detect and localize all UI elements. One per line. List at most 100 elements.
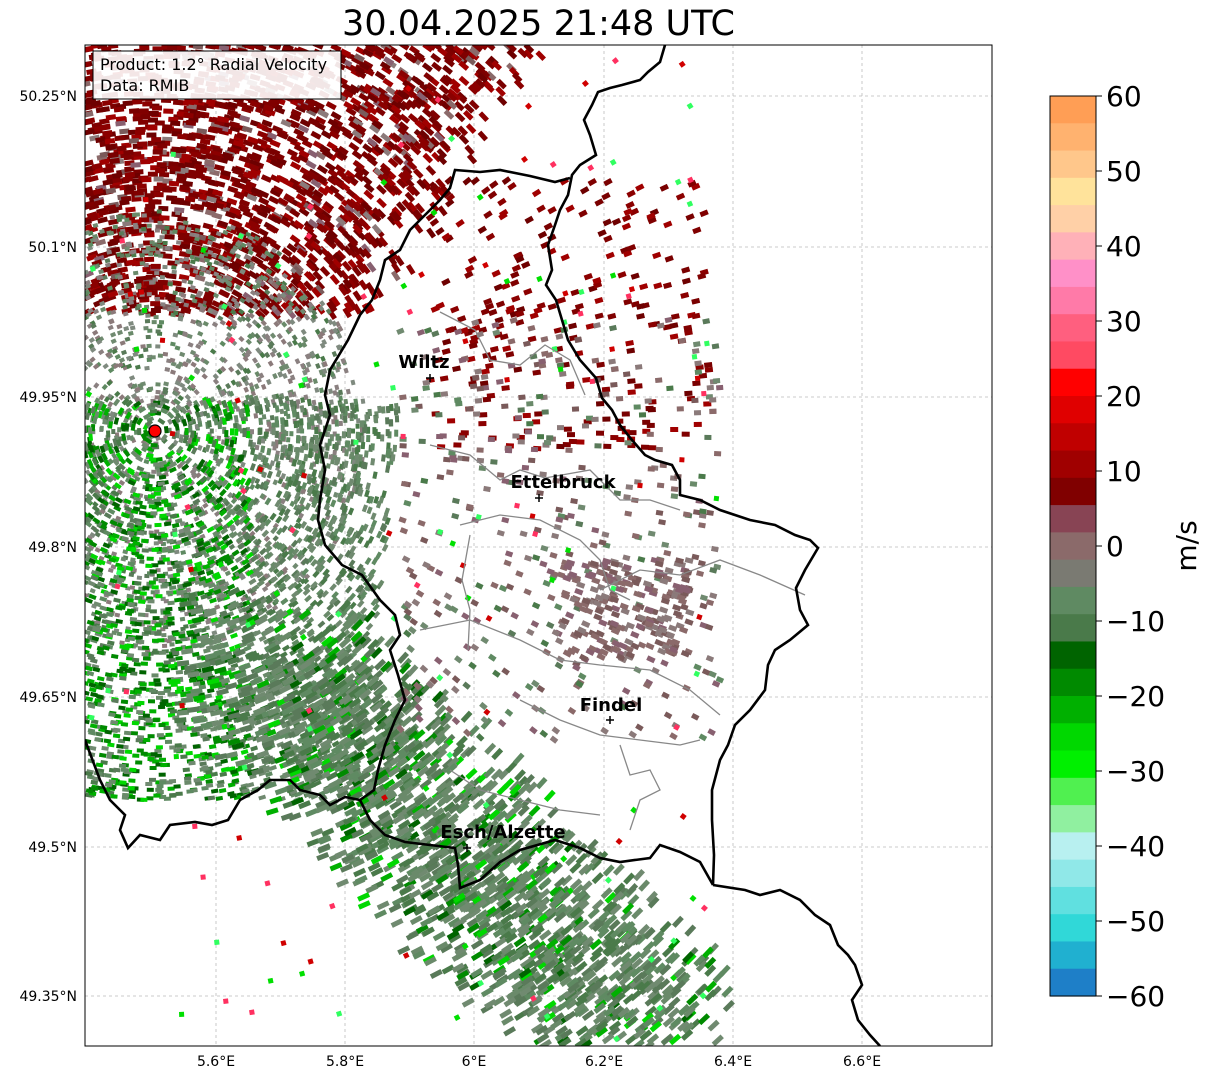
echo-pixel bbox=[507, 181, 517, 191]
echo-pixel bbox=[155, 594, 163, 599]
echo-pixel bbox=[271, 422, 276, 428]
echo-pixel bbox=[699, 209, 709, 218]
echo-pixel bbox=[139, 639, 145, 645]
echo-pixel bbox=[337, 145, 349, 156]
echo-pixel bbox=[258, 417, 264, 425]
echo-pixel bbox=[468, 99, 480, 111]
echo-pixel bbox=[239, 114, 251, 123]
echo-pixel bbox=[137, 141, 148, 147]
echo-pixel bbox=[145, 563, 153, 569]
echo-pixel bbox=[174, 345, 181, 351]
echo-pixel bbox=[151, 673, 159, 678]
echo-pixel bbox=[352, 290, 363, 302]
echo-pixel bbox=[349, 451, 355, 458]
echo-pixel bbox=[158, 320, 165, 325]
echo-pixel bbox=[566, 432, 576, 438]
echo-pixel bbox=[91, 125, 103, 133]
echo-pixel bbox=[493, 283, 504, 292]
echo-pixel bbox=[157, 143, 168, 149]
radar-echoes bbox=[85, 45, 735, 1046]
echo-pixel bbox=[85, 117, 96, 125]
echo-pixel bbox=[138, 119, 149, 125]
echo-pixel bbox=[251, 215, 263, 225]
echo-pixel bbox=[130, 557, 136, 563]
echo-pixel bbox=[319, 266, 331, 277]
echo-pixel bbox=[289, 234, 301, 245]
echo-pixel bbox=[154, 271, 160, 276]
echo-pixel bbox=[449, 83, 461, 94]
echo-pixel bbox=[260, 383, 267, 390]
echo-pixel bbox=[363, 189, 375, 200]
echo-pixel bbox=[627, 378, 636, 385]
echo-pixel bbox=[180, 549, 187, 556]
echo-pixel bbox=[211, 321, 219, 328]
echo-pixel bbox=[315, 362, 321, 370]
echo-pixel bbox=[380, 146, 392, 157]
echo-pixel bbox=[147, 474, 155, 479]
echo-pixel bbox=[292, 562, 299, 570]
echo-pixel bbox=[385, 85, 397, 96]
echo-pixel bbox=[578, 209, 588, 218]
echo-pixel bbox=[110, 331, 117, 338]
echo-pixel bbox=[334, 443, 339, 451]
echo-pixel bbox=[406, 184, 417, 196]
echo-pixel bbox=[128, 108, 140, 114]
echo-pixel bbox=[199, 761, 207, 767]
echo-pixel bbox=[458, 134, 470, 145]
echo-pixel bbox=[320, 129, 333, 140]
echo-pixel bbox=[370, 458, 376, 466]
echo-pixel bbox=[377, 236, 389, 248]
echo-pixel bbox=[669, 333, 679, 340]
echo-pixel bbox=[119, 640, 125, 646]
echo-pixel bbox=[149, 709, 157, 714]
echo-pixel bbox=[647, 407, 656, 413]
echo-pixel bbox=[146, 343, 152, 349]
echo-pixel bbox=[116, 323, 123, 330]
echo-pixel bbox=[279, 408, 285, 415]
echo-pixel bbox=[162, 253, 173, 259]
echo-pixel bbox=[105, 187, 117, 195]
echo-pixel bbox=[437, 205, 448, 217]
echo-pixel bbox=[621, 411, 630, 417]
echo-pixel bbox=[133, 190, 144, 196]
echo-pixel bbox=[242, 139, 254, 147]
echo-pixel bbox=[175, 791, 183, 797]
echo-pixel bbox=[330, 111, 342, 121]
echo-pixel bbox=[531, 188, 542, 198]
echo-pixel bbox=[143, 459, 150, 465]
echo-pixel bbox=[265, 603, 273, 610]
echo-pixel bbox=[85, 269, 94, 279]
echo-pixel bbox=[502, 345, 512, 352]
echo-pixel bbox=[532, 369, 542, 376]
echo-pixel bbox=[467, 84, 479, 95]
echo-pixel bbox=[144, 365, 150, 371]
echo-pixel bbox=[159, 172, 170, 178]
echo-pixel bbox=[171, 269, 177, 275]
echo-pixel bbox=[175, 147, 187, 154]
echo-pixel bbox=[224, 570, 232, 577]
echo-pixel bbox=[430, 190, 442, 201]
echo-pixel bbox=[104, 258, 111, 264]
echo-pixel bbox=[392, 444, 398, 453]
echo-pixel bbox=[344, 585, 353, 594]
echo-pixel bbox=[209, 348, 217, 355]
echo-pixel bbox=[439, 375, 449, 382]
echo-pixel bbox=[177, 133, 188, 140]
echo-pixel bbox=[254, 483, 261, 490]
echo-pixel bbox=[155, 389, 161, 395]
echo-pixel bbox=[547, 303, 557, 311]
echo-pixel bbox=[85, 334, 89, 341]
echo-pixel bbox=[314, 387, 320, 393]
echo-pixel bbox=[603, 443, 612, 450]
echo-pixel bbox=[468, 342, 478, 350]
echo-pixel bbox=[229, 176, 242, 185]
echo-pixel bbox=[647, 321, 657, 328]
echo-pixel bbox=[431, 122, 442, 133]
echo-pixel bbox=[256, 439, 262, 445]
echo-pixel bbox=[185, 226, 192, 232]
echo-pixel bbox=[155, 243, 161, 248]
echo-pixel bbox=[258, 196, 270, 206]
echo-pixel bbox=[93, 382, 100, 389]
echo-pixel bbox=[144, 319, 151, 324]
echo-pixel bbox=[171, 265, 177, 270]
